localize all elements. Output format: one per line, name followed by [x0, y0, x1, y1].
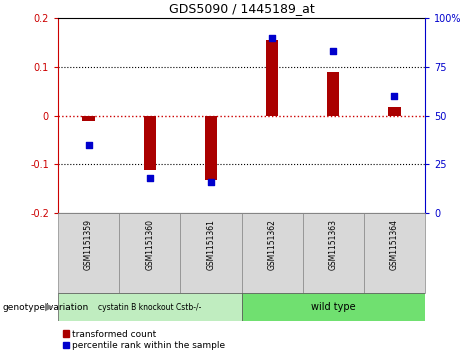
Bar	[388, 107, 401, 115]
Point	[330, 48, 337, 54]
Bar	[83, 115, 95, 121]
Bar	[327, 72, 339, 115]
Text: GSM1151364: GSM1151364	[390, 219, 399, 270]
Text: GSM1151362: GSM1151362	[267, 219, 277, 270]
Text: GSM1151359: GSM1151359	[84, 219, 93, 270]
Text: genotype/variation: genotype/variation	[2, 302, 89, 311]
Bar	[180, 213, 242, 293]
Bar	[58, 213, 119, 293]
Bar	[119, 213, 180, 293]
Text: cystatin B knockout Cstb-/-: cystatin B knockout Cstb-/-	[98, 302, 201, 311]
Bar	[364, 213, 425, 293]
Bar	[242, 213, 303, 293]
Point	[391, 93, 398, 99]
Point	[207, 179, 215, 185]
Bar	[303, 213, 364, 293]
Title: GDS5090 / 1445189_at: GDS5090 / 1445189_at	[169, 3, 314, 16]
Text: GSM1151360: GSM1151360	[145, 219, 154, 270]
Bar	[144, 115, 156, 170]
Text: GSM1151363: GSM1151363	[329, 219, 338, 270]
Point	[268, 34, 276, 40]
Text: GSM1151361: GSM1151361	[207, 219, 215, 270]
Text: wild type: wild type	[311, 302, 355, 312]
Text: ▶: ▶	[45, 302, 53, 312]
Bar	[205, 115, 217, 180]
Point	[146, 175, 154, 181]
Bar	[266, 40, 278, 115]
Bar	[242, 293, 425, 321]
Bar	[58, 293, 242, 321]
Point	[85, 142, 92, 148]
Legend: transformed count, percentile rank within the sample: transformed count, percentile rank withi…	[63, 330, 225, 350]
